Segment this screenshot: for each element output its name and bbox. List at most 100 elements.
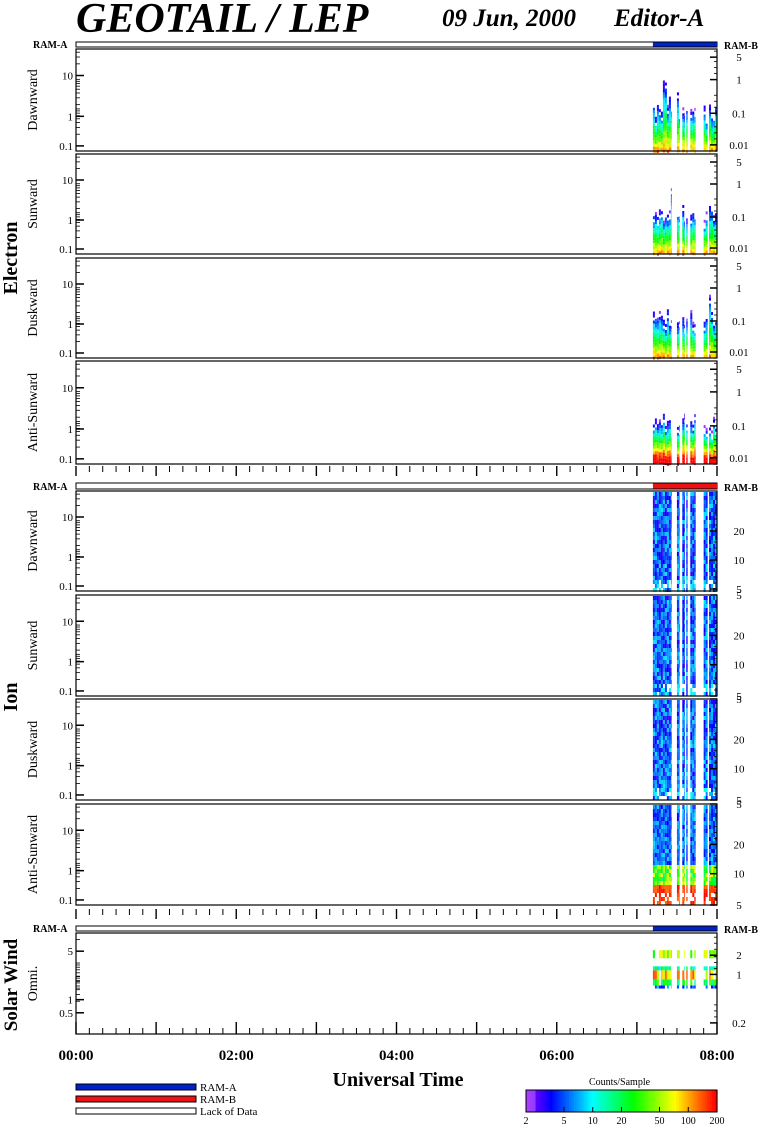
spectrogram-cell [666,423,669,427]
spectrogram-cell [684,532,685,536]
spectrogram-cell [692,700,695,704]
spectrogram-cell [686,648,688,652]
spectrogram-cell [708,688,711,692]
spectrogram-cell [664,348,667,352]
spectrogram-cell [670,772,672,776]
spectrogram-cell [668,429,671,433]
spectrogram-cell [705,732,708,736]
spectrogram-cell [682,728,685,732]
spectrogram-cell [666,318,669,322]
spectrogram-cell [654,772,657,776]
spectrogram-cell [714,440,717,444]
spectrogram-cell [654,644,657,648]
spectrogram-cell [676,107,679,111]
spectrogram-cell [686,113,688,117]
spectrogram-cell [710,508,713,512]
spectrogram-cell [682,813,685,817]
spectrogram-cell [712,556,715,560]
spectrogram-cell [666,540,669,544]
spectrogram-cell [656,243,659,247]
spectrogram-cell [686,224,688,228]
spectrogram-cell [690,229,693,233]
spectrogram-cell [658,656,661,660]
spectrogram-cell [666,732,669,736]
spectrogram-cell [692,825,695,829]
spectrogram-cell [708,837,711,841]
spectrogram-cell [654,239,657,243]
spectrogram-cell [656,608,659,612]
spectrogram-cell [678,744,680,748]
spectrogram-cell [678,327,680,331]
spectrogram-cell [656,970,659,980]
spectrogram-cell [708,772,711,776]
spectrogram-cell [668,102,671,106]
spectrogram-cell [694,744,696,748]
spectrogram-cell [658,508,661,512]
spectrogram-cell [666,716,669,720]
spectrogram-cell [703,780,706,784]
spectrogram-cell [690,704,693,708]
spectrogram-cell [660,516,663,520]
spectrogram-cell [712,901,715,905]
spectrogram-cell [690,572,693,576]
spectrogram-cell [694,500,696,504]
spectrogram-cell [714,732,717,736]
spectrogram-cell [705,676,708,680]
spectrogram-cell [694,520,696,524]
spectrogram-cell [676,652,679,656]
spectrogram-cell [714,145,717,149]
spectrogram-cell [710,712,713,716]
spectrogram-cell [678,664,680,668]
spectrogram-cell [652,520,655,524]
spectrogram-cell [658,748,661,752]
spectrogram-cell [714,772,717,776]
spectrogram-cell [668,708,671,712]
spectrogram-cell [705,664,708,668]
spectrogram-cell [708,330,711,334]
spectrogram-cell [658,224,661,228]
spectrogram-cell [690,135,693,139]
spectrogram-cell [686,339,688,343]
spectrogram-cell [670,144,672,148]
spectrogram-cell [678,608,680,612]
spectrogram-cell [652,616,655,620]
spectrogram-cell [666,544,669,548]
spectrogram-cell [712,612,715,616]
spectrogram-cell [652,784,655,788]
spectrogram-cell [708,442,711,446]
spectrogram-cell [682,837,685,841]
spectrogram-cell [714,608,717,612]
colorbar-step [707,1090,711,1112]
spectrogram-cell [658,500,661,504]
spectrogram-cell [692,532,695,536]
spectrogram-cell [686,110,688,114]
spectrogram-cell [670,704,672,708]
spectrogram-cell [664,764,667,768]
spectrogram-cell [708,339,711,343]
spectrogram-cell [658,245,661,249]
spectrogram-cell [705,881,708,885]
spectrogram-cell [670,588,672,592]
spectrogram-cell [676,140,679,144]
spectrogram-cell [666,137,669,141]
spectrogram-cell [652,680,655,684]
spectrogram-cell [712,431,715,435]
spectrogram-cell [676,237,679,241]
spectrogram-cell [670,817,672,821]
spectrogram-cell [712,552,715,556]
spectrogram-cell [703,740,706,744]
spectrogram-cell [692,616,695,620]
spectrogram-cell [654,845,657,849]
spectrogram-cell [708,516,711,520]
spectrogram-cell [710,825,713,829]
spectrogram-cell [710,139,713,143]
spectrogram-cell [682,512,685,516]
spectrogram-cell [658,604,661,608]
spectrogram-cell [654,877,657,881]
spectrogram-cell [652,950,655,959]
spectrogram-cell [692,584,695,588]
spectrogram-cell [658,109,661,113]
spectrogram-cell [692,144,695,148]
